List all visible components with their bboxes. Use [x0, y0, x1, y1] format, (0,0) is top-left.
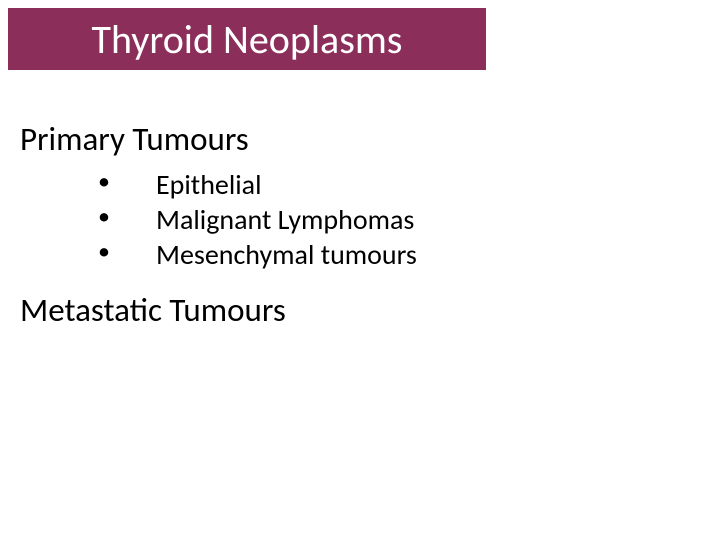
section-heading-primary: Primary Tumours	[20, 119, 680, 159]
list-item: Malignant Lymphomas	[20, 202, 680, 237]
slide: Thyroid Neoplasms Primary Tumours Epithe…	[0, 0, 720, 540]
title-bar: Thyroid Neoplasms	[8, 8, 486, 70]
slide-title: Thyroid Neoplasms	[92, 15, 403, 64]
list-item: Epithelial	[20, 167, 680, 202]
content-area: Primary Tumours Epithelial Malignant Lym…	[20, 105, 680, 338]
section-heading-metastatic: Metastatic Tumours	[20, 290, 680, 330]
bullet-list-primary: Epithelial Malignant Lymphomas Mesenchym…	[20, 167, 680, 272]
list-item: Mesenchymal tumours	[20, 237, 680, 272]
